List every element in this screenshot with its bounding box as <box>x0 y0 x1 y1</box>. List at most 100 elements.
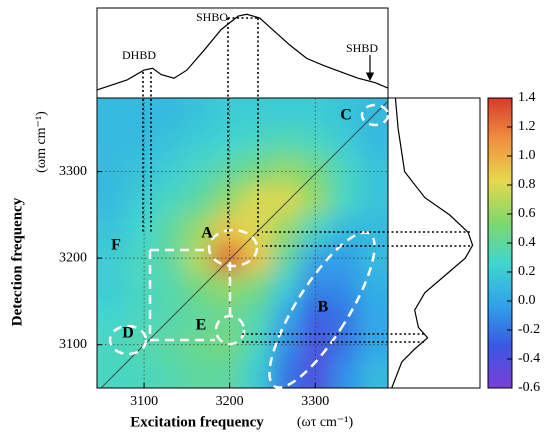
heat-cell <box>358 214 388 244</box>
heat-cell <box>97 98 127 128</box>
heat-cell <box>329 185 360 215</box>
heat-cell <box>329 214 360 244</box>
heat-cell <box>358 359 388 388</box>
heat-cell <box>126 214 156 244</box>
heat-cell <box>213 214 243 244</box>
heat-cell <box>358 127 388 157</box>
annotation: DHBD <box>122 48 156 62</box>
right-panel-frame <box>387 97 481 389</box>
heat-cell <box>126 243 156 273</box>
annotation: SHBD <box>346 41 378 55</box>
heat-cell <box>155 301 185 331</box>
heat-cell <box>184 127 214 157</box>
heat-cell <box>155 359 185 388</box>
heat-cell <box>184 214 214 244</box>
heat-cell <box>97 214 127 244</box>
heat-cell <box>213 272 243 302</box>
heat-cell <box>97 127 127 157</box>
y-axis-unit: (ωm cm⁻¹) <box>34 111 49 173</box>
heat-cell <box>97 272 127 302</box>
annotation: F <box>111 237 121 254</box>
y-tick-label: 3300 <box>59 164 87 179</box>
heat-cell <box>155 156 185 186</box>
heat-cell <box>242 301 273 331</box>
heat-cell <box>242 214 273 244</box>
annotation: SHBO <box>196 10 228 24</box>
heat-cell <box>271 156 302 186</box>
colorbar-tick-label: 0.2 <box>518 264 536 279</box>
heat-cell <box>271 98 302 128</box>
x-axis-unit: (ωτ cm⁻¹) <box>297 415 354 430</box>
colorbar-tick-label: 0.4 <box>518 235 536 250</box>
heat-cell <box>126 359 156 388</box>
heat-cell <box>271 301 302 331</box>
heat-cell <box>358 156 388 186</box>
y-tick-label: 3100 <box>59 337 87 352</box>
heat-cell <box>184 98 214 128</box>
heatmap-area <box>97 98 388 388</box>
heat-cell <box>184 272 214 302</box>
colorbar-tick-label: -0.2 <box>518 322 540 337</box>
heat-cell <box>97 243 127 273</box>
heat-cell <box>329 243 360 273</box>
heat-cell <box>97 359 127 388</box>
colorbar-tick-label: -0.6 <box>518 380 540 395</box>
heat-cell <box>184 185 214 215</box>
colorbar-tick-label: 1.2 <box>518 119 536 134</box>
heat-cell <box>358 272 388 302</box>
heat-cell <box>271 214 302 244</box>
annotation: E <box>196 317 207 334</box>
heat-cell <box>358 301 388 331</box>
heat-cell <box>358 185 388 215</box>
annotation: D <box>122 325 134 342</box>
annotation: B <box>318 299 329 316</box>
heat-cell <box>358 98 388 128</box>
heat-cell <box>184 301 214 331</box>
heat-cell <box>329 301 360 331</box>
heat-cell <box>242 272 273 302</box>
heat-cell <box>184 359 214 388</box>
x-tick-label: 3200 <box>216 394 244 409</box>
plot-frame <box>96 97 389 389</box>
highlights <box>108 103 390 389</box>
y-axis-label: Detection frequency <box>9 197 25 326</box>
heat-cell <box>329 272 360 302</box>
heat-cell <box>97 185 127 215</box>
annotation: A <box>201 225 213 242</box>
heat-cell <box>329 127 360 157</box>
heat-cell <box>213 243 243 273</box>
projection-line <box>391 97 474 389</box>
colorbar-tick-label: 1.0 <box>518 148 536 163</box>
heat-cell <box>126 272 156 302</box>
colorbar-tick-label: -0.4 <box>518 351 540 366</box>
heat-cell <box>271 243 302 273</box>
x-axis-label: Excitation frequency <box>130 414 264 430</box>
colorbar-tick-label: 0.6 <box>518 206 536 221</box>
heat-cell <box>184 156 214 186</box>
heat-cell <box>271 127 302 157</box>
heat-cell <box>329 156 360 186</box>
heat-cell <box>97 156 127 186</box>
heat-cell <box>329 359 360 388</box>
heat-cell <box>329 98 360 128</box>
projection-line <box>96 13 389 91</box>
colorbar-tick-label: 0.8 <box>518 177 536 192</box>
heat-cell <box>242 359 273 388</box>
y-tick-label: 3200 <box>59 250 87 265</box>
heat-cell <box>271 185 302 215</box>
heat-cell <box>213 359 243 388</box>
heat-cell <box>242 243 273 273</box>
annotation: C <box>340 107 352 124</box>
x-tick-label: 3100 <box>130 394 158 409</box>
heat-cell <box>155 214 185 244</box>
heat-cell <box>155 98 185 128</box>
heat-cell <box>271 272 302 302</box>
heat-cell <box>155 272 185 302</box>
diagonal <box>100 100 388 388</box>
heat-cell <box>300 185 331 215</box>
heat-cell <box>358 243 388 273</box>
heat-cell <box>300 301 331 331</box>
heat-cell <box>155 243 185 273</box>
